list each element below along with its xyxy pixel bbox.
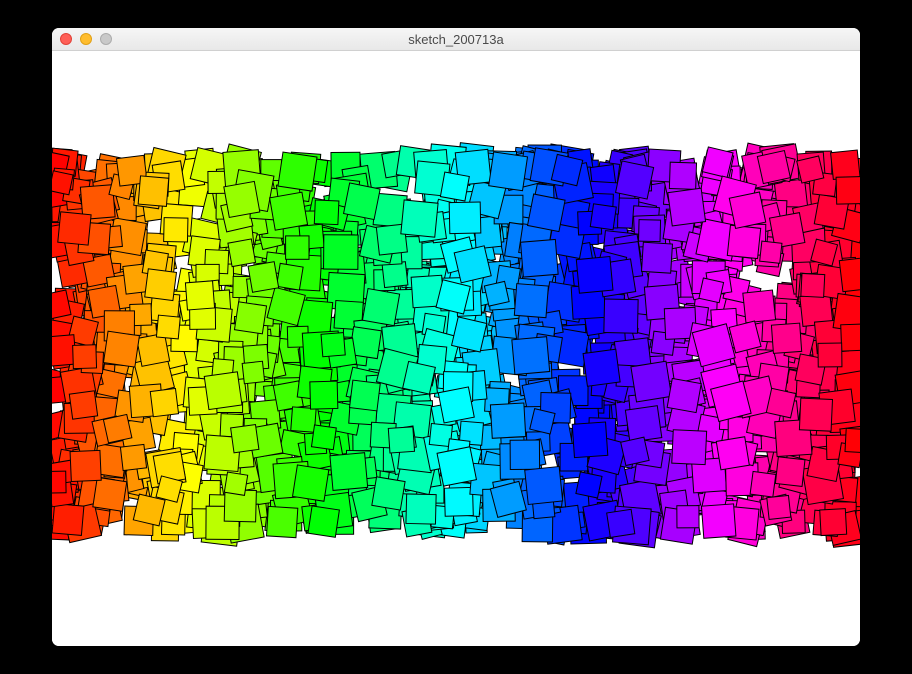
app-window: sketch_200713a (52, 28, 860, 646)
traffic-lights (60, 33, 112, 45)
sketch-canvas (52, 51, 860, 646)
zoom-icon[interactable] (100, 33, 112, 45)
close-icon[interactable] (60, 33, 72, 45)
desktop-background: sketch_200713a (0, 0, 912, 674)
window-title: sketch_200713a (408, 32, 503, 47)
generative-rects-svg (52, 51, 860, 646)
window-titlebar[interactable]: sketch_200713a (52, 28, 860, 51)
minimize-icon[interactable] (80, 33, 92, 45)
